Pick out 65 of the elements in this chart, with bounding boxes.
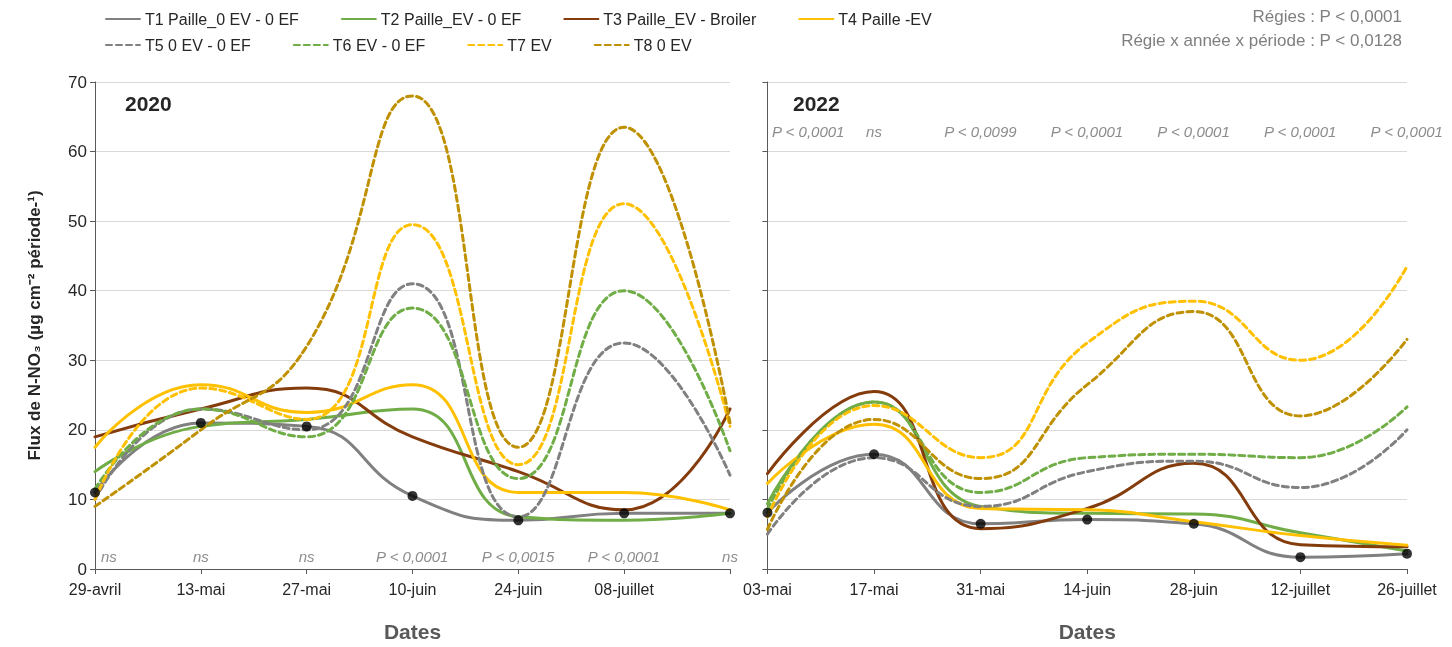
point [1082,514,1093,525]
point [975,518,986,529]
x-tick-label: 10-juin [388,580,437,598]
annotation: P < 0,0099 [944,122,1018,140]
annotation: ns [722,547,739,565]
point [90,487,100,498]
legend-label: T2 Paille_EV - 0 EF [380,10,522,29]
y-tick-label: 10 [68,489,87,509]
point [762,507,773,518]
annotation: P < 0,0015 [481,547,555,565]
x-tick-label: 29-avril [68,580,122,598]
y-tick-label: 50 [68,211,87,231]
x-tick-label: 26-juillet [1377,580,1438,598]
x-tick-label: 28-juin [1169,580,1218,598]
y-tick-label: 20 [68,420,87,440]
y-tick-label: 40 [68,281,87,301]
legend-label: T6 EV - 0 EF [332,36,426,54]
text: 2020 [125,92,172,115]
text: 2022 [793,92,840,115]
line-series [93,94,732,508]
text: Régie x année x période : P < 0,0128 [1121,31,1402,50]
point [725,508,735,519]
y-tick-label: 60 [68,142,87,162]
annotation: P < 0,0001 [1050,122,1124,140]
point [407,490,418,501]
annotation: ns [192,547,210,565]
point [619,508,630,519]
annotation: P < 0,0001 [1370,122,1443,140]
y-tick-label: 70 [68,72,87,92]
annotation: ns [298,547,316,565]
x-tick-label: 24-juin [494,580,543,598]
x-tick-label: 14-juin [1063,580,1112,598]
x-tick-label: 17-mai [849,580,899,598]
x-axis-title: Dates [1058,620,1116,643]
annotation: ns [866,122,883,140]
legend-label: T1 Paille_0 EV - 0 EF [145,10,300,29]
legend-label: T8 0 EV [633,36,692,54]
annotation: P < 0,0001 [1263,122,1337,140]
x-tick-label: 13-mai [176,580,226,598]
point [869,449,880,460]
y-tick-label: 0 [77,559,87,579]
x-tick-label: 27-mai [282,580,332,598]
text: Régies : P < 0,0001 [1252,7,1402,26]
x-tick-label: 12-juillet [1270,580,1331,598]
annotation: P < 0,0001 [1157,122,1230,140]
point [513,515,524,526]
point [195,417,206,428]
legend-label: T4 Paille -EV [838,10,932,28]
x-tick-label: 08-juillet [594,580,655,598]
x-tick-label: 31-mai [956,580,1006,598]
point [1188,518,1199,529]
annotation: ns [101,547,118,565]
x-tick-label: 03-mai [743,580,792,598]
x-axis-title: Dates [383,620,442,643]
legend-label: T7 EV [507,36,553,54]
annotation: P < 0,0001 [772,122,845,140]
point [1402,548,1412,559]
annotation: P < 0,0001 [587,547,661,565]
point [301,421,312,432]
y-tick-label: 30 [68,350,87,370]
y-axis-title: Flux de N-NO₃ (µg cm⁻² période-¹) [25,190,44,461]
point [1295,552,1306,563]
legend-label: T3 Paille_EV - Broiler [603,10,757,29]
annotation: P < 0,0001 [376,547,449,565]
legend-label: T5 0 EV - 0 EF [145,36,252,54]
